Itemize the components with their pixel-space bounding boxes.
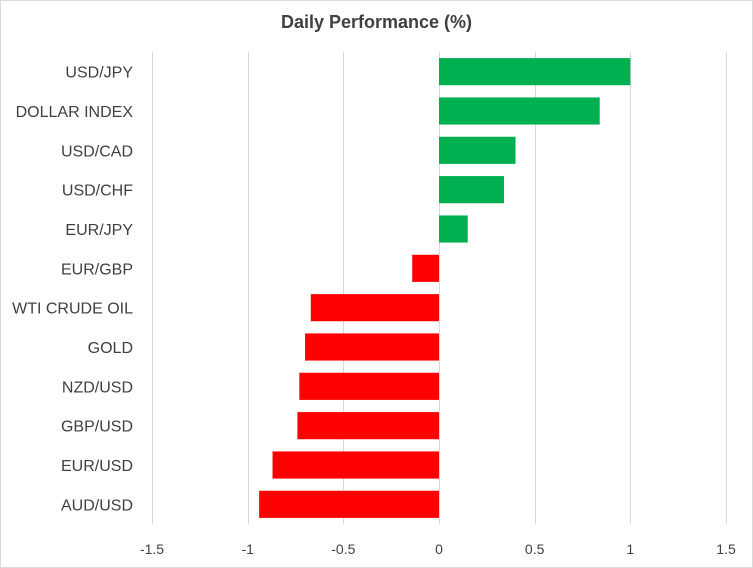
x-tick-label: 1 bbox=[626, 541, 634, 557]
x-tick-label: -0.5 bbox=[331, 541, 355, 557]
bars bbox=[259, 58, 631, 518]
bar-gold bbox=[305, 333, 439, 361]
category-label: GBP/USD bbox=[61, 419, 133, 436]
category-label: USD/CAD bbox=[61, 143, 133, 160]
bar-eur-usd bbox=[272, 451, 439, 479]
category-labels: USD/JPY DOLLAR INDEX USD/CAD USD/CHF EUR/JPY… bbox=[12, 65, 133, 515]
bar-aud-usd bbox=[259, 490, 439, 518]
bar-gbp-usd bbox=[297, 412, 439, 440]
bar-eur-jpy bbox=[439, 215, 468, 243]
category-label: NZD/USD bbox=[62, 379, 133, 396]
category-label: EUR/JPY bbox=[65, 222, 133, 239]
category-label: AUD/USD bbox=[61, 497, 133, 514]
category-label: WTI CRUDE OIL bbox=[12, 301, 133, 318]
category-label: USD/CHF bbox=[62, 183, 133, 200]
bar-usd-jpy bbox=[439, 58, 631, 86]
x-tick-labels: -1.5 -1 -0.5 0 0.5 1 1.5 bbox=[140, 541, 736, 557]
x-tick-label: 0.5 bbox=[525, 541, 545, 557]
x-tick-label: -1.5 bbox=[140, 541, 164, 557]
x-tick-label: 0 bbox=[435, 541, 443, 557]
x-tick-label: -1 bbox=[241, 541, 254, 557]
bar-usd-chf bbox=[439, 176, 505, 204]
category-label: GOLD bbox=[88, 340, 133, 357]
bar-eur-gbp bbox=[412, 254, 439, 282]
bar-nzd-usd bbox=[299, 372, 439, 400]
x-tick-label: 1.5 bbox=[716, 541, 736, 557]
bar-usd-cad bbox=[439, 136, 516, 164]
category-label: USD/JPY bbox=[65, 65, 133, 82]
bar-wti-crude-oil bbox=[310, 294, 439, 322]
category-label: DOLLAR INDEX bbox=[16, 104, 134, 121]
category-label: EUR/GBP bbox=[61, 261, 133, 278]
bar-dollar-index bbox=[439, 97, 600, 125]
category-label: EUR/USD bbox=[61, 458, 133, 475]
chart-title: Daily Performance (%) bbox=[280, 12, 473, 32]
gridlines bbox=[152, 52, 727, 524]
